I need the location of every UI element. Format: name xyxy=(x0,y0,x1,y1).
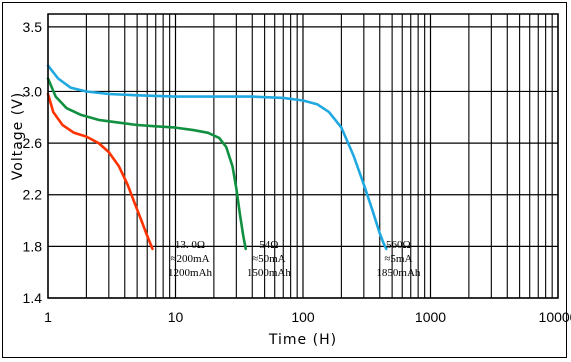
annotation-line: ≈5mA xyxy=(384,253,412,265)
x-tick-label: 1 xyxy=(44,309,52,325)
y-axis-label: Voltage (V) xyxy=(10,92,26,180)
discharge-curve-2 xyxy=(46,77,247,251)
annotation-line: 1500mAh xyxy=(247,267,292,279)
chart-frame xyxy=(2,2,567,358)
annotations: 13. 0Ω ≈200mA 1200mAh 54Ω ≈50mA 1500mAh 560Ω ≈5… xyxy=(168,239,421,279)
discharge-curve-3 xyxy=(46,64,388,251)
x-axis-ticks: 1 10 100 1000 10000 xyxy=(44,309,571,325)
annotation-line: ≈50mA xyxy=(252,253,286,265)
annotation-line: 13. 0Ω xyxy=(175,239,205,251)
y-tick-label: 1.8 xyxy=(23,238,43,254)
y-tick-label: 1.4 xyxy=(23,290,43,306)
annotation-line: 1850mAh xyxy=(376,267,421,279)
annotation-line: 560Ω xyxy=(386,239,411,251)
annotation-line: ≈200mA xyxy=(171,253,210,265)
x-tick-label: 10000 xyxy=(539,309,571,325)
x-tick-label: 1000 xyxy=(415,309,446,325)
y-tick-label: 2.6 xyxy=(23,135,43,151)
annotation-line: 54Ω xyxy=(259,239,278,251)
y-tick-label: 3.0 xyxy=(23,83,43,99)
x-axis-label: Time (H) xyxy=(268,332,337,348)
discharge-curves xyxy=(46,64,388,251)
x-tick-label: 100 xyxy=(291,309,315,325)
y-tick-label: 2.2 xyxy=(23,187,43,203)
x-tick-label: 10 xyxy=(168,309,184,325)
y-axis-ticks: 3.5 3.0 2.6 2.2 1.8 1.4 xyxy=(23,19,43,306)
minor-grid xyxy=(85,14,553,298)
plot-border xyxy=(47,13,559,299)
discharge-curve-1 xyxy=(46,92,154,251)
y-tick-label: 3.5 xyxy=(23,19,43,35)
annotation-line: 1200mAh xyxy=(168,267,213,279)
